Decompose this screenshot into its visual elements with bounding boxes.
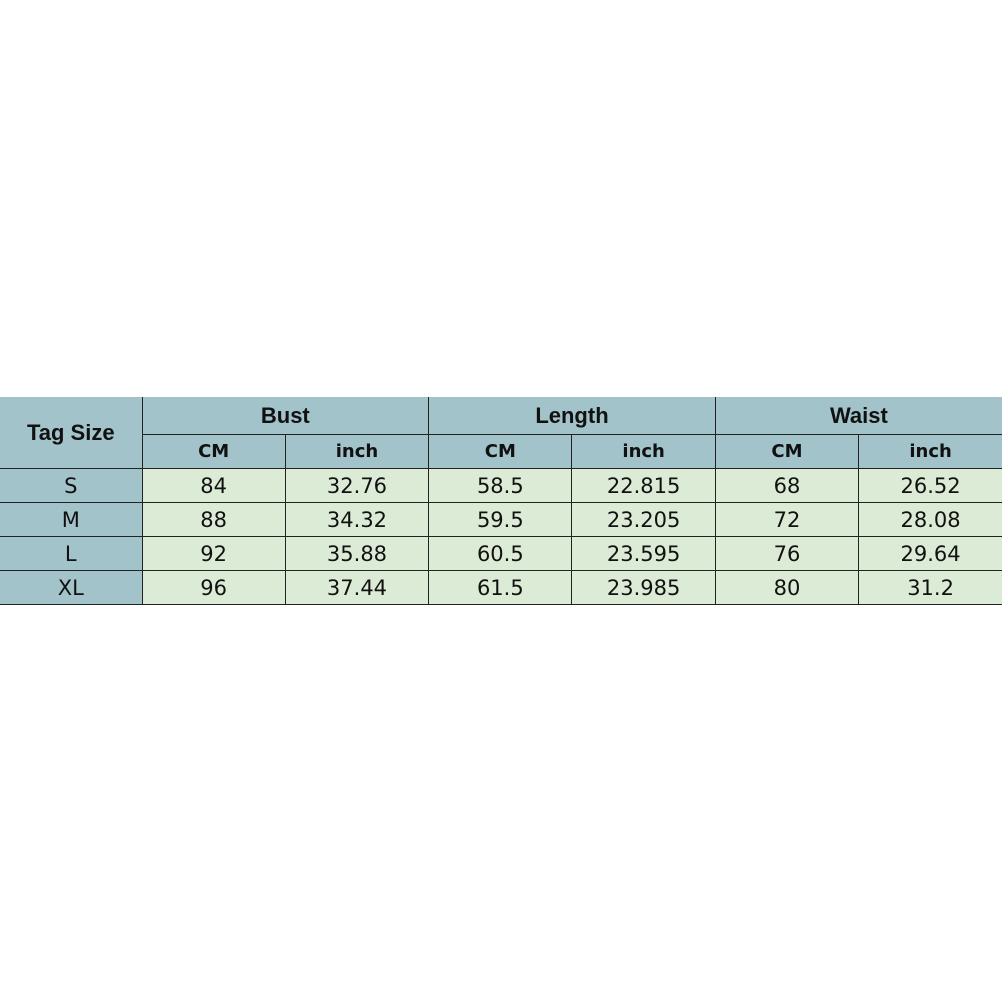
table-row: L 92 35.88 60.5 23.595 76 29.64 (0, 536, 1002, 571)
table-row: S 84 32.76 58.5 22.815 68 26.52 (0, 468, 1002, 503)
value-cell: 28.08 (858, 502, 1002, 537)
value-cell: 23.595 (571, 536, 716, 571)
value-cell: 80 (714, 570, 860, 605)
value-cell: 34.32 (284, 502, 430, 537)
size-cell: L (0, 536, 143, 571)
value-cell: 32.76 (284, 468, 430, 503)
waist-header: Waist (714, 397, 1002, 435)
value-cell: 59.5 (428, 502, 573, 537)
value-cell: 88 (141, 502, 286, 537)
value-cell: 84 (141, 468, 286, 503)
value-cell: 23.205 (571, 502, 716, 537)
value-cell: 61.5 (428, 570, 573, 605)
unit-header: CM (428, 434, 573, 469)
size-cell: M (0, 502, 143, 537)
size-chart-table: Tag Size Bust Length Waist CM inch CM inch C… (0, 397, 1002, 605)
value-cell: 23.985 (571, 570, 716, 605)
value-cell: 26.52 (858, 468, 1002, 503)
value-cell: 22.815 (571, 468, 716, 503)
value-cell: 96 (141, 570, 286, 605)
unit-header: inch (571, 434, 716, 469)
tag-size-header: Tag Size (0, 397, 143, 469)
value-cell: 72 (714, 502, 860, 537)
unit-header: CM (714, 434, 860, 469)
unit-header: inch (284, 434, 430, 469)
bust-header: Bust (141, 397, 430, 435)
value-cell: 58.5 (428, 468, 573, 503)
value-cell: 31.2 (858, 570, 1002, 605)
size-cell: S (0, 468, 143, 503)
value-cell: 60.5 (428, 536, 573, 571)
length-header: Length (428, 397, 716, 435)
value-cell: 29.64 (858, 536, 1002, 571)
unit-header: CM (142, 434, 286, 469)
unit-header: inch (858, 434, 1002, 469)
table-row: M 88 34.32 59.5 23.205 72 28.08 (0, 502, 1002, 537)
value-cell: 37.44 (284, 570, 430, 605)
table-row: XL 96 37.44 61.5 23.985 80 31.2 (0, 570, 1002, 605)
value-cell: 35.88 (284, 536, 430, 571)
value-cell: 92 (141, 536, 286, 571)
value-cell: 68 (714, 468, 860, 503)
size-cell: XL (0, 570, 143, 605)
value-cell: 76 (714, 536, 860, 571)
